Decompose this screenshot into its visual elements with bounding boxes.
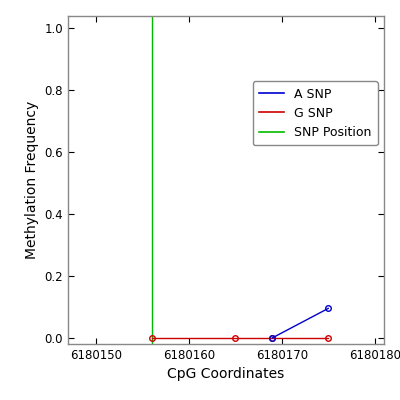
Y-axis label: Methylation Frequency: Methylation Frequency	[25, 101, 39, 259]
X-axis label: CpG Coordinates: CpG Coordinates	[167, 368, 285, 382]
Legend: A SNP, G SNP, SNP Position: A SNP, G SNP, SNP Position	[253, 81, 378, 145]
